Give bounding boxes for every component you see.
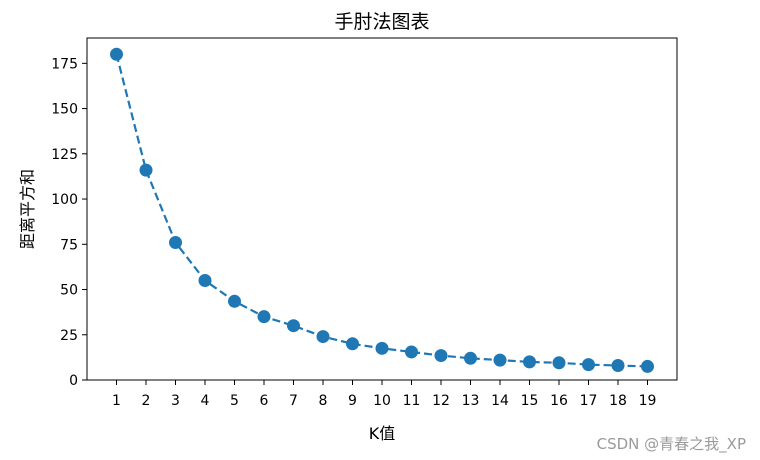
x-tick-label: 1 — [112, 393, 121, 409]
data-point — [316, 330, 330, 344]
x-tick-label: 18 — [609, 393, 627, 409]
y-tick-label: 175 — [51, 56, 78, 72]
x-tick-label: 6 — [260, 393, 269, 409]
y-axis-label: 距离平方和 — [18, 169, 37, 249]
x-tick-label: 19 — [639, 393, 657, 409]
y-tick-label: 125 — [51, 147, 78, 163]
x-tick-label: 13 — [462, 393, 480, 409]
x-tick-label: 3 — [171, 393, 180, 409]
data-point — [169, 235, 182, 249]
data-point — [405, 345, 418, 359]
series-line — [115, 54, 648, 368]
x-tick-label: 15 — [521, 393, 539, 409]
y-tick-label: 75 — [60, 237, 78, 253]
plot-frame — [86, 37, 678, 381]
data-point — [228, 294, 241, 308]
x-tick-label: 4 — [201, 393, 210, 409]
x-tick-label: 7 — [289, 393, 298, 409]
data-point — [493, 353, 507, 367]
x-tick-label: 10 — [373, 393, 391, 409]
y-tick-label: 0 — [69, 373, 78, 389]
data-point — [464, 351, 477, 365]
data-point — [434, 349, 448, 363]
data-point — [611, 359, 625, 373]
data-point — [257, 310, 271, 324]
x-tick-label: 12 — [432, 393, 450, 409]
y-tick-label: 150 — [51, 102, 78, 118]
data-point — [641, 359, 654, 373]
x-axis-label: K值 — [369, 424, 396, 443]
x-tick-label: 11 — [403, 393, 421, 409]
chart-title: 手肘法图表 — [334, 11, 429, 33]
x-tick-label: 9 — [348, 393, 357, 409]
y-tick-label: 50 — [60, 283, 78, 299]
data-point — [287, 319, 300, 333]
data-point — [375, 341, 389, 355]
watermark: CSDN @青春之我_XP — [596, 435, 746, 453]
y-tick-label: 100 — [51, 192, 78, 208]
data-point — [198, 273, 212, 287]
x-axis: 1 2 3 4 5 6 7 8 9 10 11 12 13 14 15 16 17 18 19 — [112, 380, 656, 409]
plot-area — [110, 47, 654, 373]
x-tick-label: 17 — [580, 393, 598, 409]
data-point — [110, 47, 123, 61]
x-tick-label: 5 — [230, 393, 239, 409]
data-point — [552, 356, 566, 370]
x-tick-label: 2 — [142, 393, 151, 409]
y-axis: 0 25 50 75 100 125 150 175 — [51, 56, 87, 389]
x-tick-label: 16 — [550, 393, 568, 409]
data-point — [139, 163, 153, 177]
x-tick-label: 14 — [491, 393, 509, 409]
y-tick-label: 25 — [60, 328, 78, 344]
data-point — [582, 358, 595, 372]
data-point — [523, 355, 536, 369]
x-tick-label: 8 — [319, 393, 328, 409]
data-point — [346, 337, 359, 351]
